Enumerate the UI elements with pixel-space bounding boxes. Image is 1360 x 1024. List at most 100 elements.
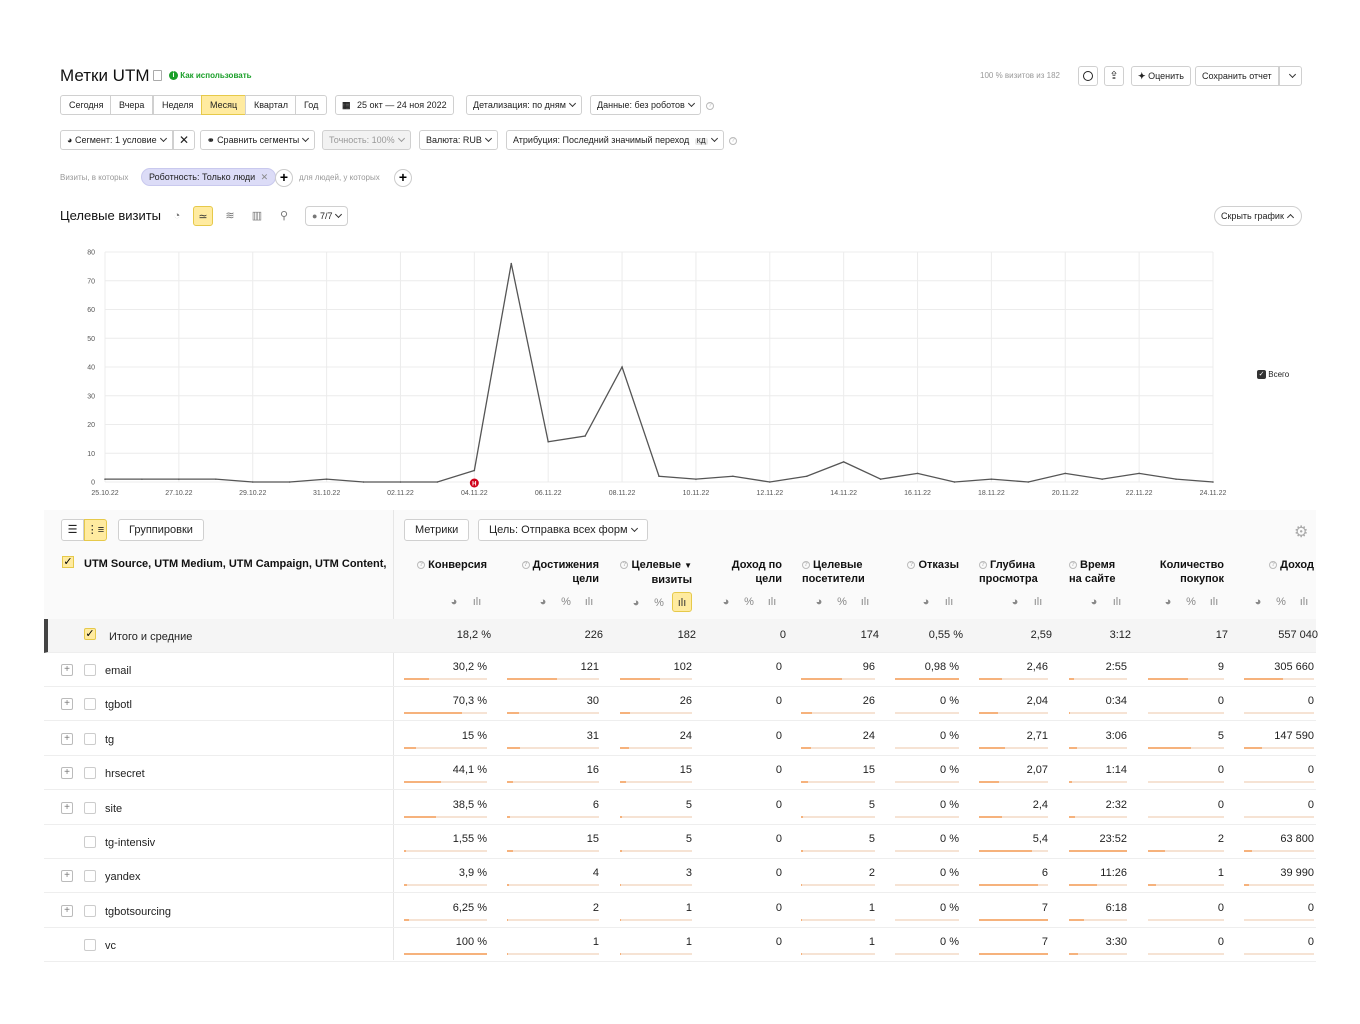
row-checkbox[interactable] bbox=[84, 836, 96, 848]
add-people-filter-button[interactable]: + bbox=[394, 169, 412, 187]
column-header[interactable]: ? Время на сайте bbox=[1069, 558, 1169, 586]
chip-close-icon[interactable]: ✕ bbox=[260, 172, 269, 182]
save-dropdown-button[interactable] bbox=[1279, 66, 1302, 86]
view-list-button[interactable]: ☰ bbox=[61, 519, 84, 541]
expand-icon[interactable]: + bbox=[61, 732, 73, 745]
period-month[interactable]: Месяц bbox=[201, 95, 247, 115]
dimension-checkbox[interactable]: ✓ bbox=[62, 556, 74, 568]
segment-clear-button[interactable]: ✕ bbox=[173, 130, 195, 150]
period-today[interactable]: Сегодня bbox=[60, 95, 113, 115]
help-icon[interactable]: ? bbox=[907, 561, 916, 570]
column-header[interactable]: Количество покупок bbox=[1124, 558, 1224, 586]
pie-icon[interactable]: ◕ bbox=[722, 596, 730, 608]
help-icon[interactable]: ? bbox=[417, 561, 426, 570]
expand-icon[interactable]: + bbox=[61, 801, 73, 814]
column-header[interactable]: ? Целевые посетители bbox=[802, 558, 902, 586]
table-row[interactable]: + email 30,2 % 121 102 0 96 0,98 % 2,46 2:55 9 305 … bbox=[44, 653, 1316, 687]
column-header[interactable]: Доход по цели bbox=[682, 558, 782, 586]
column-header[interactable]: ? Достижения цели bbox=[499, 558, 599, 586]
pie-icon[interactable]: ◕ bbox=[815, 596, 823, 608]
expand-icon[interactable]: + bbox=[61, 870, 73, 883]
totals-row[interactable]: ✓ Итого и средние 18,2 % 226 182 0 174 0,55 % 2,… bbox=[44, 619, 1318, 653]
pie-icon[interactable]: ◕ bbox=[1164, 596, 1172, 608]
table-row[interactable]: + yandex 3,9 % 4 3 0 2 0 % 6 11:26 1 39 990 bbox=[44, 859, 1316, 894]
row-checkbox[interactable] bbox=[84, 939, 96, 952]
robots-help-icon[interactable]: ? bbox=[706, 100, 714, 112]
share-button[interactable]: ⇪ bbox=[1104, 66, 1124, 86]
help-icon[interactable]: ? bbox=[1069, 561, 1077, 570]
bar-icon[interactable]: ılı bbox=[860, 596, 870, 608]
currency-dropdown[interactable]: Валюта: RUB bbox=[419, 130, 498, 150]
legend-item-total[interactable]: ✓ Всего bbox=[1257, 370, 1289, 380]
percent-icon[interactable]: % bbox=[1186, 596, 1196, 608]
row-checkbox[interactable] bbox=[84, 870, 96, 883]
view-tree-button[interactable]: ⋮≡ bbox=[84, 519, 107, 541]
pie-icon[interactable]: ◕ bbox=[1090, 596, 1098, 608]
pie-icon[interactable]: ◕ bbox=[539, 596, 547, 608]
history-button[interactable] bbox=[1078, 66, 1098, 86]
expand-icon[interactable]: + bbox=[61, 767, 73, 780]
percent-icon[interactable]: % bbox=[1276, 596, 1286, 608]
row-checkbox[interactable] bbox=[84, 732, 96, 745]
expand-icon[interactable]: + bbox=[61, 904, 73, 917]
compare-segments-dropdown[interactable]: ⚭ Сравнить сегменты bbox=[200, 130, 316, 150]
percent-icon[interactable]: % bbox=[654, 597, 664, 609]
metrics-button[interactable]: Метрики bbox=[404, 519, 470, 541]
bar-chart-icon[interactable]: ▥ bbox=[251, 210, 263, 222]
bar-icon[interactable]: ılı bbox=[1209, 596, 1219, 608]
pie-icon[interactable]: ◕ bbox=[632, 597, 640, 609]
attribution-dropdown[interactable]: Атрибуция: Последний значимый переход КД bbox=[506, 130, 724, 150]
row-checkbox[interactable] bbox=[84, 664, 96, 676]
attribution-help-icon[interactable]: ? bbox=[729, 135, 737, 147]
row-checkbox[interactable] bbox=[84, 698, 96, 711]
pie-icon[interactable]: ◕ bbox=[1254, 596, 1262, 608]
row-checkbox[interactable] bbox=[84, 767, 96, 780]
help-icon[interactable]: ? bbox=[979, 561, 987, 570]
column-header[interactable]: ? Доход bbox=[1214, 558, 1314, 572]
filter-chip[interactable]: Роботность: Только люди ✕ bbox=[141, 168, 277, 186]
settings-gear-icon[interactable]: ⚙ bbox=[1294, 524, 1309, 541]
bar-icon[interactable]: ılı bbox=[767, 596, 777, 608]
bar-icon[interactable]: ılı bbox=[944, 596, 954, 608]
bar-icon[interactable]: ılı bbox=[1033, 596, 1043, 608]
expand-icon[interactable]: + bbox=[61, 664, 73, 676]
bar-icon[interactable]: ılı bbox=[672, 592, 692, 612]
percent-icon[interactable]: % bbox=[837, 596, 847, 608]
save-report-button[interactable]: Сохранить отчет bbox=[1195, 66, 1279, 86]
rate-button[interactable]: ✦ Оценить bbox=[1131, 66, 1191, 86]
bar-icon[interactable]: ılı bbox=[584, 596, 594, 608]
percent-icon[interactable]: % bbox=[744, 596, 754, 608]
pie-chart-icon[interactable]: ◔ bbox=[173, 210, 181, 222]
expand-icon[interactable]: + bbox=[61, 698, 73, 711]
stacked-area-icon[interactable]: ≋ bbox=[225, 210, 235, 222]
table-row[interactable]: + tgbotl 70,3 % 30 26 0 26 0 % 2,04 0:34 0 0 bbox=[44, 687, 1316, 722]
column-header[interactable]: ? Глубина просмотра bbox=[979, 558, 1079, 586]
pie-icon[interactable]: ◕ bbox=[922, 596, 930, 608]
help-icon[interactable]: ? bbox=[802, 561, 810, 570]
table-row[interactable]: tg-intensiv 1,55 % 15 5 0 5 0 % 5,4 23:52 2 63 800 bbox=[44, 825, 1316, 859]
how-to-link[interactable]: i Как использовать bbox=[169, 71, 252, 81]
table-row[interactable]: + site 38,5 % 6 5 0 5 0 % 2,4 2:32 0 0 bbox=[44, 791, 1316, 825]
bookmark-icon[interactable] bbox=[153, 70, 162, 81]
table-row[interactable]: + tg 15 % 31 24 0 24 0 % 2,71 3:06 5 147 590 bbox=[44, 722, 1316, 756]
table-row[interactable]: + tgbotsourcing 6,25 % 2 1 0 1 0 % 7 6:18 0 0 bbox=[44, 894, 1316, 928]
pie-icon[interactable]: ◕ bbox=[1011, 596, 1019, 608]
notes-dropdown[interactable]: ● 7/7 bbox=[305, 206, 349, 226]
date-range-button[interactable]: ▦ 25 окт — 24 ноя 2022 bbox=[335, 95, 454, 115]
period-yesterday[interactable]: Вчера bbox=[110, 95, 154, 115]
robots-dropdown[interactable]: Данные: без роботов bbox=[590, 95, 701, 115]
row-checkbox[interactable] bbox=[84, 801, 96, 814]
column-header[interactable]: ? Отказы bbox=[859, 558, 959, 572]
detail-dropdown[interactable]: Детализация: по дням bbox=[466, 95, 582, 115]
table-row[interactable]: vc 100 % 1 1 0 1 0 % 7 3:30 0 0 bbox=[44, 928, 1316, 963]
row-checkbox[interactable]: ✓ bbox=[84, 628, 96, 640]
period-week[interactable]: Неделя bbox=[153, 95, 203, 115]
sort-desc-icon[interactable]: ▼ bbox=[684, 561, 692, 570]
dimension-header[interactable]: UTM Source, UTM Medium, UTM Campaign, UT… bbox=[84, 558, 388, 570]
bar-icon[interactable]: ılı bbox=[472, 596, 482, 608]
goal-dropdown[interactable]: Цель: Отправка всех форм bbox=[478, 519, 648, 541]
column-header[interactable]: ? Конверсия bbox=[387, 558, 487, 572]
percent-icon[interactable]: % bbox=[561, 596, 571, 608]
row-checkbox[interactable] bbox=[84, 904, 96, 917]
help-icon[interactable]: ? bbox=[521, 561, 530, 570]
